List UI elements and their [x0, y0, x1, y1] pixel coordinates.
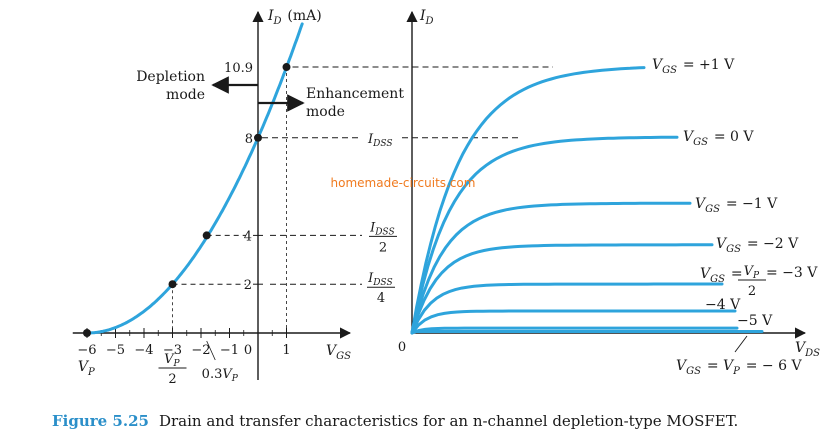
annotation-vp-half: VP 2: [158, 352, 187, 387]
y-tick-label: 4: [244, 229, 252, 244]
series-label-minus3-right: = −3 V: [766, 265, 818, 281]
x-tick-label: 0: [244, 343, 252, 358]
series-label-minus2: VGS = −2 V: [716, 236, 799, 255]
series-label-plus1: VGS = +1 V: [652, 57, 735, 76]
series-label-minus3-frac: VP 2: [738, 264, 766, 299]
series-label-minus3: VGS = VP 2= −3 V: [700, 264, 818, 299]
drain-x-axis-title: VDS: [795, 340, 821, 359]
series-label-minus5: −5 V: [737, 313, 773, 329]
annotation-03vp: 0.3VP: [202, 367, 239, 384]
level-label-idss: IDSS: [367, 132, 394, 149]
transfer-point: [202, 231, 211, 240]
fraction-numerator: IDSS: [369, 220, 396, 237]
fraction-denominator: 2: [168, 372, 176, 387]
drain-y-axis-title: ID: [419, 8, 435, 27]
level-label-idss-quarter: IDSS 4: [367, 271, 395, 306]
drain-curve: [410, 282, 724, 335]
x-tick-label: −5: [106, 343, 125, 358]
annotation-leader: [206, 340, 216, 361]
depletion-label: mode: [166, 87, 205, 103]
drain-curve: [410, 243, 714, 335]
fraction-numerator: VP: [164, 352, 181, 369]
x-tick-label: −6: [77, 343, 96, 358]
fraction-denominator: 4: [377, 291, 385, 306]
series-label-minus6: VGS = VP = − 6 V: [676, 358, 802, 377]
watermark-text: homemade-circuits.com: [331, 176, 476, 190]
fraction-denominator: 2: [379, 240, 387, 255]
series-label-minus3-left: VGS =: [700, 266, 743, 285]
drain-curve: [410, 201, 692, 335]
figure-label: Figure 5.25: [52, 412, 149, 430]
series-label-minus1: VGS = −1 V: [695, 196, 778, 215]
level-label-idss-half: IDSS 2: [369, 220, 397, 255]
enhancement-label: mode: [306, 104, 345, 120]
depletion-label: Depletion: [136, 69, 205, 85]
figure-caption-text: Drain and transfer characteristics for a…: [158, 412, 739, 430]
enhancement-label: Enhancement: [306, 86, 404, 102]
x-tick-label: −1: [220, 343, 239, 358]
y-tick-label: 10.9: [224, 61, 253, 76]
transfer-point: [254, 133, 262, 142]
series-label-minus6-leader: [734, 335, 748, 353]
transfer-point: [83, 329, 91, 337]
transfer-x-axis-title: VGS: [326, 343, 352, 362]
fraction-numerator: IDSS: [367, 271, 394, 288]
series-label-0: VGS = 0 V: [683, 129, 754, 148]
x-tick-label: −3: [163, 343, 182, 358]
annotation-vp: VP: [78, 359, 96, 378]
transfer-characteristic-chart: ID (mA) VGS −6 −5 −4 −3 −2 −1 0 1 2 4 8 10.9 VP VP 2 0…: [72, 8, 404, 387]
y-tick-label: 8: [245, 132, 253, 147]
drain-origin-label: 0: [398, 340, 406, 355]
transfer-curve: [85, 22, 304, 335]
transfer-y-axis-title: ID (mA): [267, 8, 322, 27]
fraction-numerator: VP: [744, 264, 761, 281]
drain-curve: [410, 326, 739, 335]
x-tick-label: −2: [191, 343, 210, 358]
x-tick-label: −4: [134, 343, 153, 358]
drain-curve: [410, 309, 737, 335]
x-tick-label: 1: [282, 343, 290, 358]
y-tick-label: 2: [244, 278, 252, 293]
drain-curve: [410, 66, 646, 335]
transfer-point: [282, 63, 291, 72]
fraction-denominator: 2: [748, 284, 756, 299]
figure-caption: Figure 5.25 Drain and transfer characteri…: [52, 412, 738, 430]
drain-curve: [410, 135, 679, 335]
transfer-point: [168, 280, 177, 289]
series-label-minus4: −4 V: [705, 297, 741, 313]
